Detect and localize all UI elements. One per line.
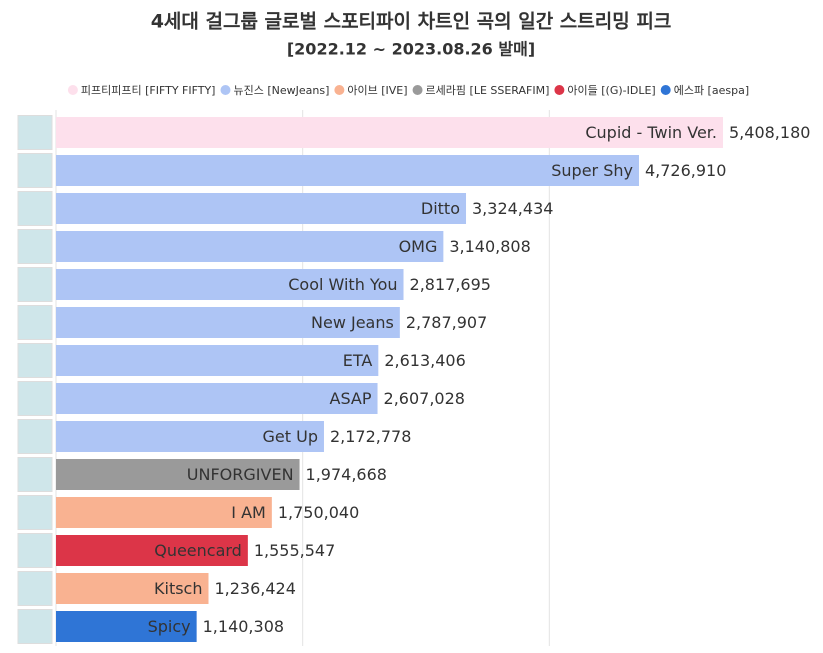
bar — [56, 193, 467, 224]
legend-swatch — [554, 85, 565, 95]
value-label: 1,555,547 — [254, 541, 335, 560]
album-thumbnail — [17, 419, 53, 454]
legend-label: 아이브 [IVE] — [347, 84, 407, 97]
legend-swatch — [220, 85, 231, 95]
album-thumbnail — [17, 305, 53, 340]
category-label: Cupid - Twin Ver. — [585, 123, 717, 142]
category-label: Queencard — [154, 541, 242, 560]
legend-swatch — [334, 85, 345, 95]
value-label: 5,408,180 — [729, 123, 810, 142]
value-label: 2,613,406 — [384, 351, 465, 370]
value-label: 1,750,040 — [278, 503, 359, 522]
bar — [56, 573, 209, 604]
bar — [56, 231, 444, 262]
category-label: Get Up — [263, 427, 318, 446]
legend-swatch — [67, 85, 78, 95]
album-thumbnail — [17, 533, 53, 568]
category-label: UNFORGIVEN — [187, 465, 294, 484]
bar — [56, 307, 400, 338]
legend-label: 피프티피프티 [FIFTY FIFTY] — [81, 84, 216, 97]
chart-subtitle: [2022.12 ~ 2023.08.26 발매] — [287, 40, 535, 59]
bar — [56, 497, 272, 528]
album-thumbnail — [17, 115, 53, 150]
value-label: 3,140,808 — [449, 237, 530, 256]
value-label: 3,324,434 — [472, 199, 553, 218]
value-label: 2,817,695 — [410, 275, 491, 294]
value-label: 4,726,910 — [645, 161, 726, 180]
legend-label: 르세라핌 [LE SSERAFIM] — [426, 84, 550, 97]
category-label: I AM — [231, 503, 266, 522]
legend-swatch — [412, 85, 423, 95]
category-label: OMG — [399, 237, 438, 256]
category-label: Super Shy — [551, 161, 633, 180]
category-label: Spicy — [148, 617, 191, 636]
album-thumbnail — [17, 191, 53, 226]
chart-title: 4세대 걸그룹 글로벌 스포티파이 차트인 곡의 일간 스트리밍 피크 — [151, 11, 672, 33]
value-label: 1,974,668 — [306, 465, 387, 484]
value-label: 2,607,028 — [384, 389, 465, 408]
album-thumbnail — [17, 229, 53, 264]
bar — [56, 117, 724, 148]
album-thumbnail — [17, 609, 53, 644]
value-label: 1,236,424 — [214, 579, 295, 598]
category-label: Cool With You — [288, 275, 397, 294]
legend-label: 아이들 [(G)-IDLE] — [567, 84, 655, 97]
album-thumbnail — [17, 381, 53, 416]
value-label: 1,140,308 — [203, 617, 284, 636]
category-label: Kitsch — [154, 579, 202, 598]
category-label: ASAP — [330, 389, 372, 408]
album-thumbnail — [17, 153, 53, 188]
bar — [56, 535, 248, 566]
album-thumbnail — [17, 495, 53, 530]
value-label: 2,787,907 — [406, 313, 487, 332]
album-thumbnail — [17, 571, 53, 606]
bar — [56, 383, 378, 414]
legend-label: 뉴진스 [NewJeans] — [233, 84, 329, 97]
value-label: 2,172,778 — [330, 427, 411, 446]
album-thumbnail — [17, 457, 53, 492]
category-label: ETA — [343, 351, 373, 370]
bar — [56, 459, 300, 490]
category-label: New Jeans — [311, 313, 394, 332]
bar — [56, 421, 324, 452]
bar — [56, 611, 197, 642]
category-label: Ditto — [421, 199, 460, 218]
bar — [56, 269, 404, 300]
legend-label: 에스파 [aespa] — [674, 84, 749, 97]
bar — [56, 345, 379, 376]
bar — [56, 155, 639, 186]
album-thumbnail — [17, 343, 53, 378]
album-thumbnail — [17, 267, 53, 302]
legend-swatch — [660, 85, 671, 95]
